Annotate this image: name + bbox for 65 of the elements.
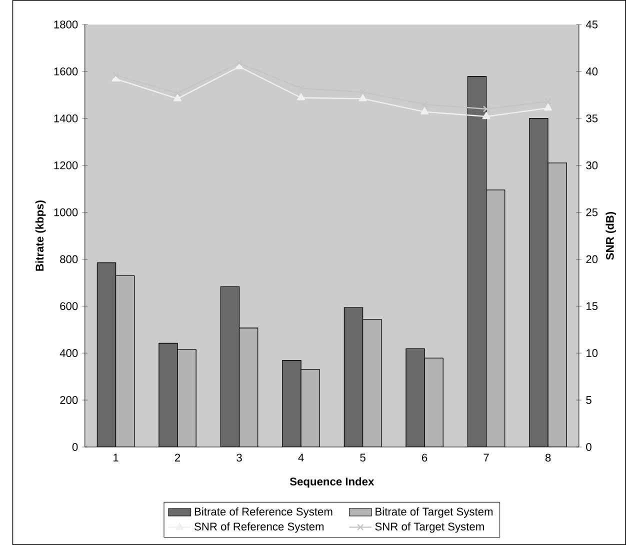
y-tick-label: 600 <box>60 302 78 310</box>
point <box>174 94 182 102</box>
x-axis-title: Sequence Index <box>290 477 374 488</box>
x-tick-label: 6 <box>422 454 428 462</box>
y2-axis-title: SNR (dB) <box>606 212 616 260</box>
x-tick-label: 4 <box>298 454 304 462</box>
y-tick-label: 800 <box>60 255 78 264</box>
x-tick-label: 1 <box>114 454 118 462</box>
y2-tick-label: 45 <box>586 20 598 28</box>
y2-tick-label: 35 <box>586 114 598 122</box>
legend-label: Bitrate of Target System <box>376 507 493 518</box>
point <box>482 106 490 112</box>
bar <box>177 349 196 447</box>
bar <box>467 76 487 447</box>
bar <box>158 342 178 447</box>
y2-tick-label: 40 <box>586 68 598 76</box>
bar <box>344 307 364 447</box>
point <box>297 93 306 100</box>
x-tick-label: 3 <box>236 454 242 462</box>
point <box>174 90 181 96</box>
y2-tick-label: 0 <box>586 443 592 451</box>
point <box>358 94 367 102</box>
point <box>420 107 429 114</box>
bar <box>238 328 258 447</box>
bar <box>486 190 506 447</box>
point <box>544 104 552 111</box>
x-tick-label: 5 <box>360 454 366 462</box>
point <box>359 88 366 96</box>
y-tick-label: 200 <box>60 396 78 404</box>
point <box>236 60 243 66</box>
x-tick-label: 2 <box>174 454 180 462</box>
y-tick-label: 1200 <box>54 161 78 170</box>
bar <box>300 369 320 447</box>
y-tick-label: 1400 <box>54 114 78 122</box>
y-tick-label: 1600 <box>54 68 78 76</box>
bar <box>220 286 240 447</box>
bar <box>529 118 548 447</box>
point <box>298 84 304 92</box>
legend-label: SNR of Reference System <box>194 522 324 533</box>
y-axis-title: Bitrate (kbps) <box>35 200 46 271</box>
point <box>421 100 428 108</box>
bar <box>424 358 444 447</box>
x-tick-label: 7 <box>484 454 489 462</box>
bar <box>362 318 382 447</box>
bar <box>548 162 567 447</box>
y-tick-label: 1800 <box>54 20 78 28</box>
y2-tick-label: 10 <box>586 349 598 358</box>
y2-tick-label: 15 <box>586 302 598 310</box>
y-tick-label: 1000 <box>54 208 78 216</box>
y2-tick-label: 20 <box>586 255 598 264</box>
y-tick-label: 0 <box>72 443 78 451</box>
y2-tick-label: 30 <box>586 161 598 170</box>
y2-tick-label: 5 <box>586 396 592 404</box>
point <box>482 112 490 120</box>
point <box>544 98 552 105</box>
y-tick-label: 400 <box>60 349 78 358</box>
bar <box>96 262 116 447</box>
bar <box>406 348 425 447</box>
legend-label: Bitrate of Reference System <box>194 507 332 518</box>
legend-label: SNR of Target System <box>375 522 484 533</box>
point <box>112 72 120 79</box>
y2-tick-label: 25 <box>586 208 598 216</box>
bar <box>282 360 302 447</box>
bar <box>115 275 135 447</box>
x-tick-label: 8 <box>545 454 551 462</box>
